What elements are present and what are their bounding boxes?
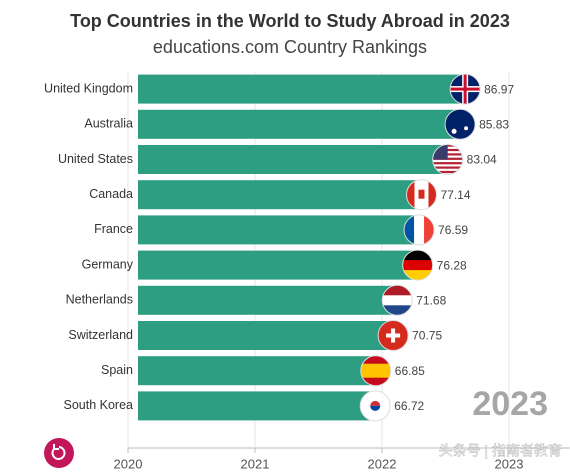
- flag-part: [382, 305, 413, 316]
- flag-border: [444, 108, 476, 140]
- replay-button[interactable]: [44, 438, 74, 468]
- timeline-tick-label: 2023: [495, 456, 524, 471]
- value-label: 66.72: [394, 399, 424, 413]
- value-label: 83.04: [467, 153, 497, 167]
- flag-body: [378, 320, 409, 351]
- y-tick-label: United States: [58, 152, 133, 166]
- flag-border: [403, 214, 435, 246]
- flag-part: [451, 128, 457, 134]
- flag-part: [370, 405, 381, 411]
- flag-part: [432, 170, 463, 174]
- y-tick-label: Switzerland: [68, 328, 133, 342]
- timeline-tick-label: 2021: [241, 456, 270, 471]
- timeline-tick-label: 2020: [114, 456, 143, 471]
- value-label: 76.28: [437, 258, 467, 272]
- flag-border: [449, 73, 481, 105]
- value-label: 77.14: [440, 188, 470, 202]
- bar: [138, 180, 422, 210]
- flag: [444, 108, 476, 140]
- replay-icon[interactable]: [51, 444, 66, 460]
- bar: [138, 391, 376, 421]
- bar: [138, 145, 448, 174]
- bar: [138, 321, 394, 350]
- flag: [405, 179, 437, 211]
- value-label: 76.59: [438, 223, 468, 237]
- flag-body: [406, 179, 437, 210]
- flag: [381, 284, 413, 316]
- flag-part: [370, 400, 381, 406]
- watermark: 头条号 | 指南者教育: [439, 443, 562, 459]
- flag: [377, 320, 409, 351]
- flag: [360, 355, 392, 387]
- flag-border: [402, 249, 434, 281]
- y-tick-label: Australia: [84, 117, 133, 131]
- bar: [138, 109, 461, 139]
- flag-part: [404, 214, 415, 245]
- value-label: 70.75: [412, 329, 442, 343]
- bar: [138, 356, 376, 386]
- flag-part: [406, 179, 415, 210]
- value-label: 85.83: [479, 117, 509, 131]
- flag-part: [402, 250, 433, 261]
- flag-part: [428, 179, 437, 210]
- replay-circle[interactable]: [44, 438, 74, 468]
- flag-border: [432, 144, 464, 175]
- flag-border: [381, 284, 413, 316]
- flag-part: [424, 214, 435, 245]
- flag-part: [391, 328, 396, 343]
- chart-title: Top Countries in the World to Study Abro…: [70, 11, 510, 31]
- flag: [403, 214, 435, 246]
- y-tick-label: Germany: [82, 257, 134, 271]
- flag-body: [432, 144, 463, 175]
- value-label: 86.97: [484, 82, 514, 96]
- y-tick-label: United Kingdom: [44, 81, 133, 95]
- flag: [432, 144, 464, 175]
- flag-border: [360, 355, 392, 387]
- flag-body: [360, 390, 391, 421]
- flag-part: [418, 189, 425, 199]
- current-year: 2023: [472, 385, 548, 423]
- flag-body: [382, 285, 413, 316]
- y-tick-label: Spain: [101, 363, 133, 377]
- bar: [138, 215, 420, 245]
- y-tick-label: South Korea: [64, 398, 134, 412]
- flag-border: [405, 179, 437, 211]
- flag-body: [360, 355, 391, 386]
- bar: [138, 285, 398, 315]
- flag-body: [404, 214, 435, 245]
- flag-part: [360, 363, 391, 378]
- flag: [402, 249, 434, 281]
- flag-part: [432, 166, 463, 169]
- flag: [449, 73, 481, 105]
- y-tick-label: France: [94, 222, 133, 236]
- value-label: 66.85: [395, 364, 425, 378]
- flag-border: [359, 390, 391, 422]
- flag-part: [432, 162, 463, 165]
- chart-subtitle: educations.com Country Rankings: [153, 37, 427, 57]
- bar: [138, 74, 466, 104]
- flag-border: [377, 320, 409, 351]
- flag-part: [445, 109, 476, 140]
- bar: [138, 250, 418, 280]
- flag-body: [445, 109, 476, 140]
- y-tick-label: Netherlands: [66, 293, 133, 307]
- flag-part: [464, 126, 469, 131]
- flag-part: [463, 74, 467, 105]
- timeline-tick-label: 2022: [368, 456, 397, 471]
- flag-part: [382, 285, 413, 296]
- flag: [359, 390, 391, 422]
- y-tick-label: Canada: [89, 187, 133, 201]
- flag-body: [402, 250, 433, 281]
- flag-part: [402, 270, 433, 281]
- value-label: 71.68: [416, 293, 446, 307]
- flag-body: [450, 74, 481, 105]
